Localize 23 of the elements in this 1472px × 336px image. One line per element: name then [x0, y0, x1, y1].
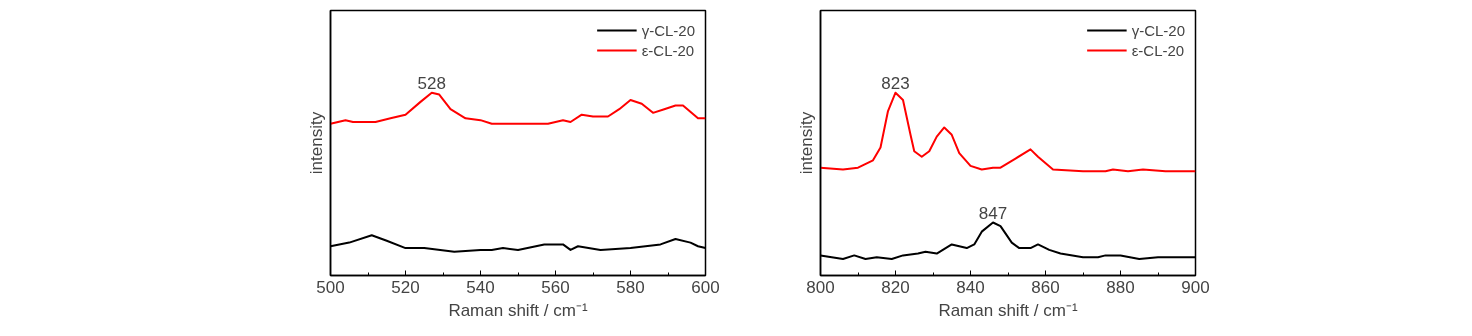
x-tick-label: 600	[691, 277, 720, 297]
y-axis-title: intensity	[796, 111, 816, 175]
x-tick-label: 520	[391, 277, 420, 297]
legend-label: γ-CL-20	[1131, 21, 1185, 39]
y-axis-title: intensity	[306, 111, 326, 175]
x-axis-title: Raman shift / cm⁻¹	[448, 300, 588, 320]
annotation: 528	[417, 73, 446, 93]
x-tick-label: 880	[1106, 277, 1135, 297]
x-tick-label: 500	[316, 277, 345, 297]
x-tick-label: 560	[541, 277, 570, 297]
x-axis-title: Raman shift / cm⁻¹	[938, 300, 1078, 320]
annotation: 847	[978, 203, 1008, 223]
x-tick-label: 820	[881, 277, 910, 297]
legend-label: ε-CL-20	[1131, 41, 1185, 59]
legend-label: γ-CL-20	[641, 21, 695, 39]
x-tick-label: 840	[956, 277, 985, 297]
x-tick-label: 580	[616, 277, 645, 297]
x-tick-label: 540	[466, 277, 495, 297]
x-tick-label: 900	[1181, 277, 1210, 297]
x-tick-label: 800	[806, 277, 835, 297]
annotation: 823	[881, 73, 910, 93]
x-tick-label: 860	[1031, 277, 1060, 297]
legend-label: ε-CL-20	[641, 41, 695, 59]
